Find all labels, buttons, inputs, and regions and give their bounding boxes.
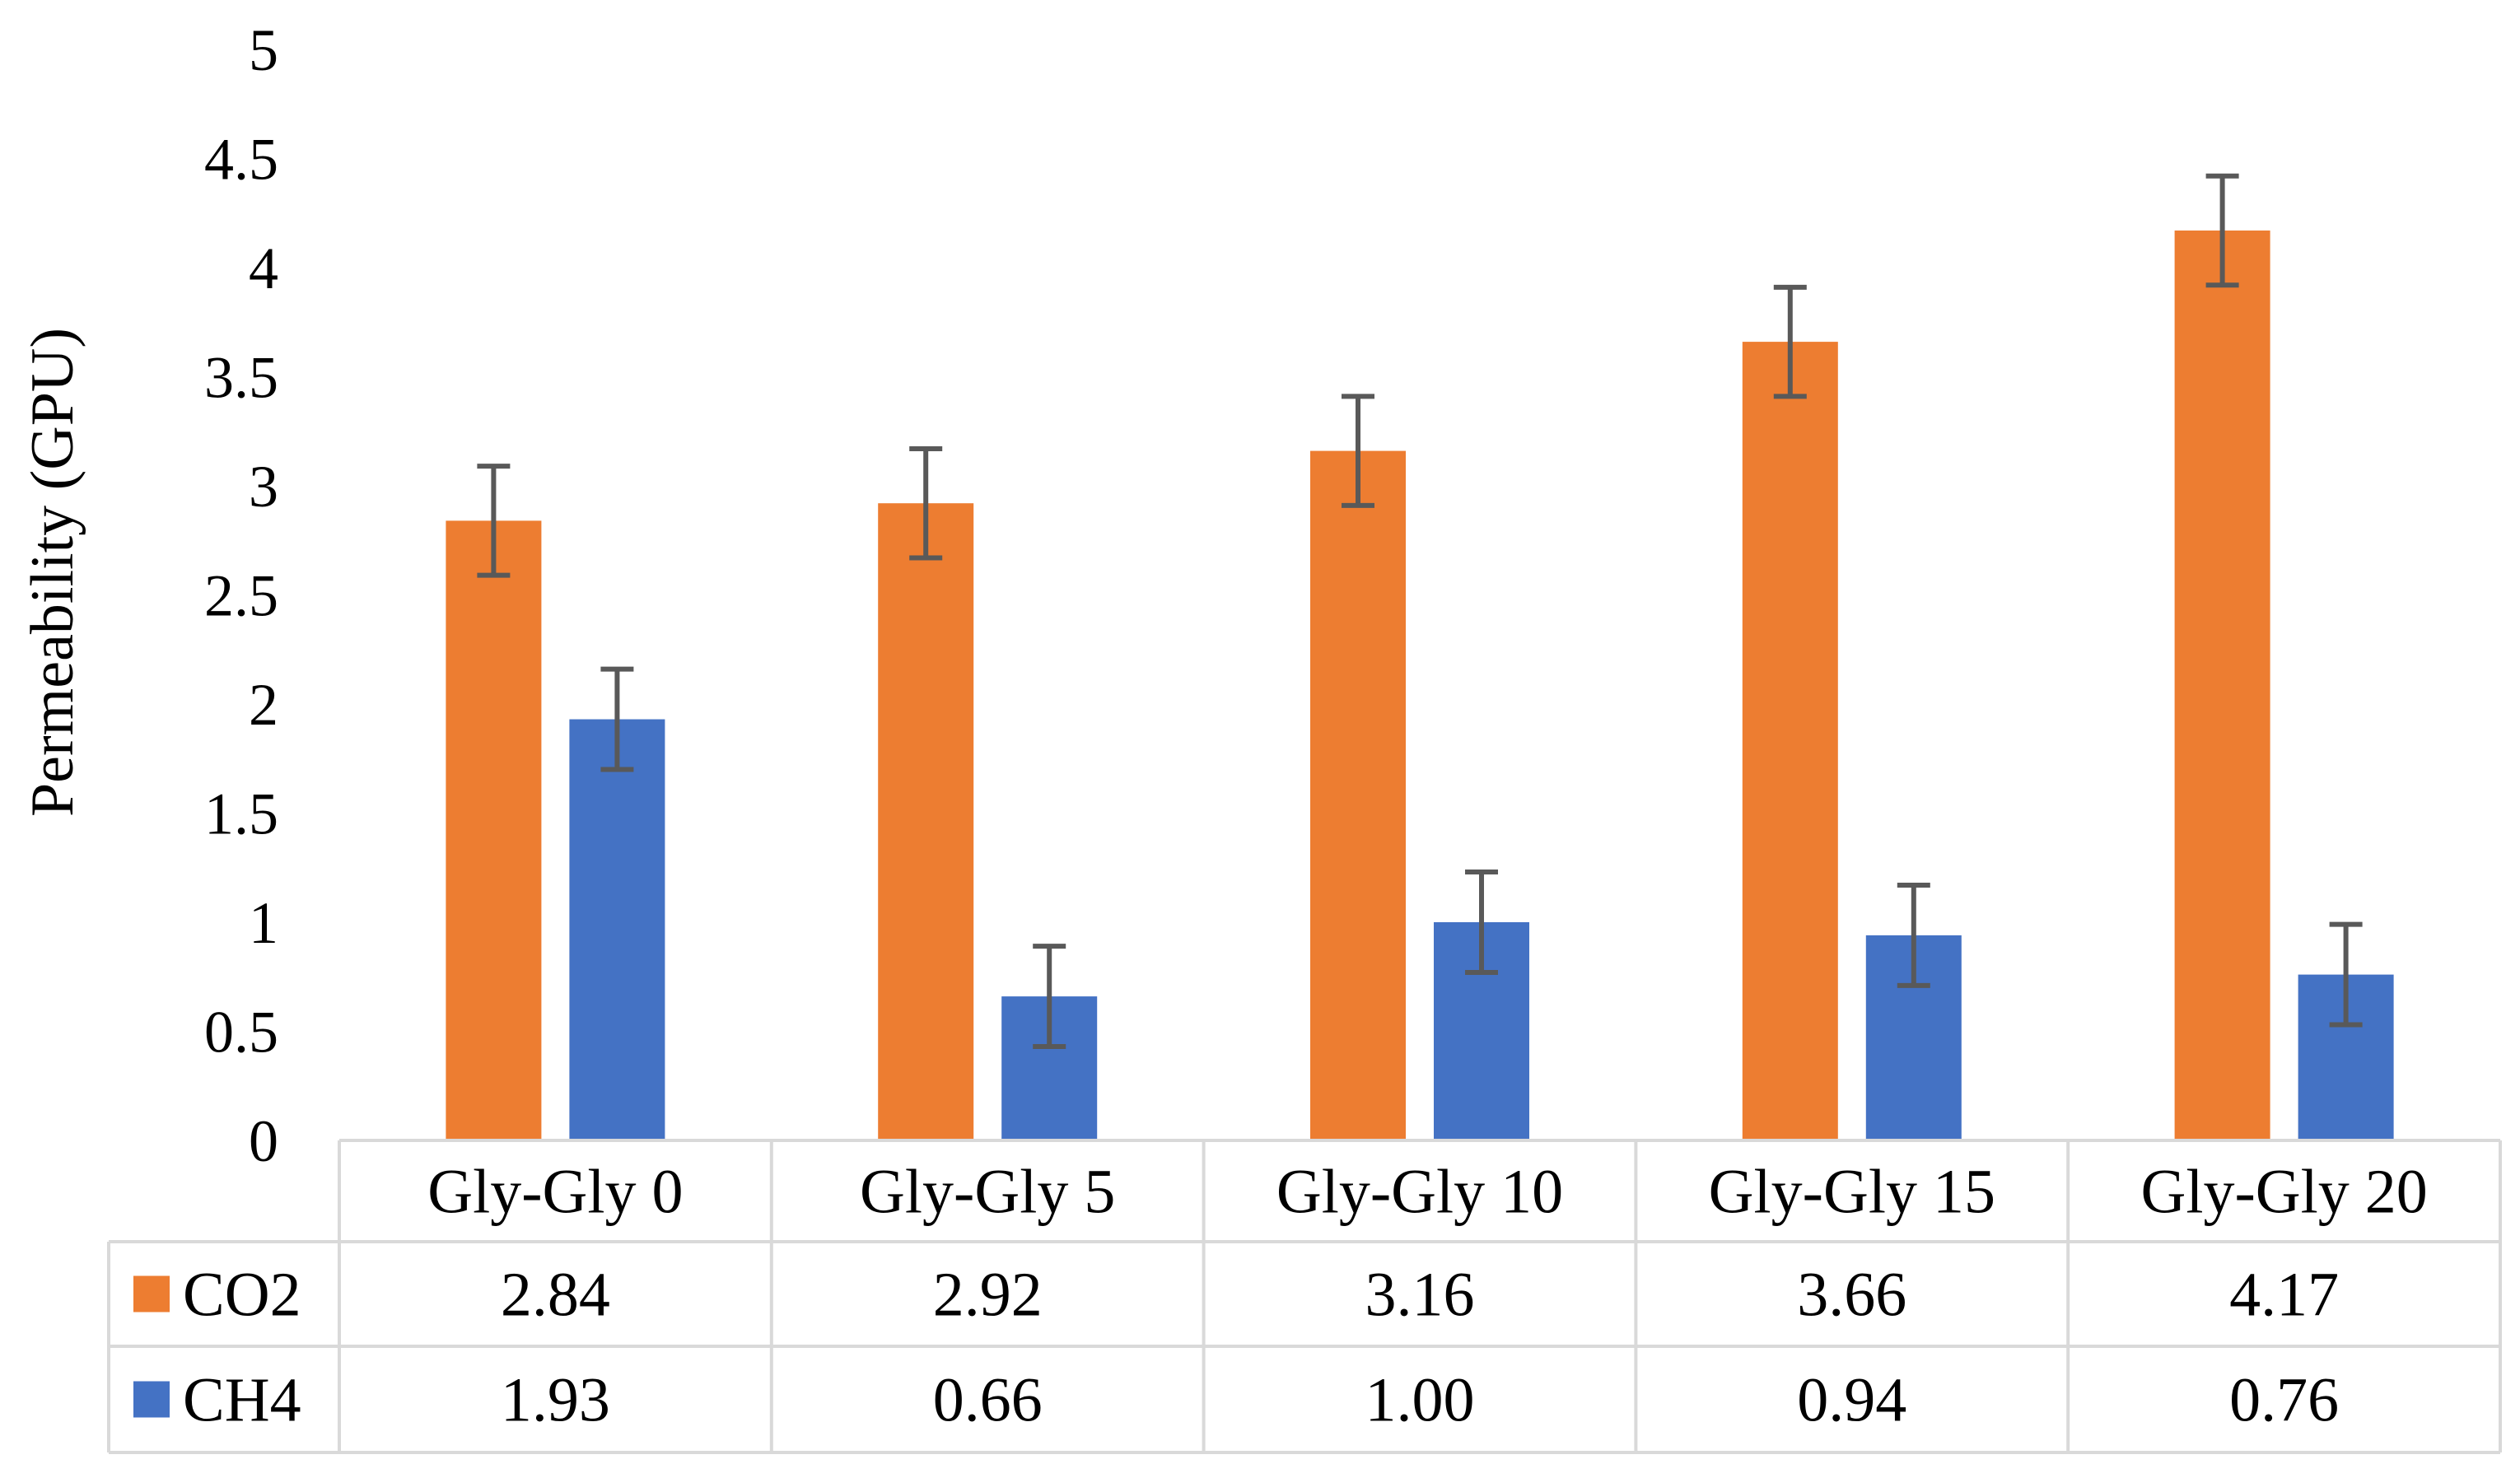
data-label: 2.92: [933, 1261, 1043, 1330]
x-tick-label: Gly-Gly 10: [1276, 1158, 1563, 1227]
bar-co2: [1742, 342, 1838, 1141]
bar-co2: [446, 520, 542, 1140]
y-tick-label: 3.5: [204, 345, 278, 411]
legend-label-co2: CO2: [183, 1261, 301, 1330]
x-tick-label: Gly-Gly 20: [2140, 1158, 2427, 1227]
legend-swatch-ch4: [133, 1381, 170, 1418]
data-table: Gly-Gly 0 Gly-Gly 5 Gly-Gly 10 Gly-Gly 15 Gl…: [133, 1158, 2428, 1435]
data-table-grid: [107, 1139, 2502, 1454]
data-label: 1.00: [1365, 1366, 1475, 1435]
bars: [446, 230, 2394, 1141]
y-tick-label: 2.5: [204, 563, 278, 629]
y-tick-label: 3: [249, 454, 278, 520]
legend-label-ch4: CH4: [183, 1366, 301, 1435]
y-tick-label: 0.5: [204, 1000, 278, 1065]
data-label: 1.93: [501, 1366, 610, 1435]
data-label: 3.16: [1365, 1261, 1475, 1330]
bar-ch4: [569, 719, 665, 1140]
data-label: 0.94: [1797, 1366, 1906, 1435]
y-tick-label: 1.5: [204, 781, 278, 847]
y-tick-label: 4: [249, 235, 278, 301]
error-bars: [477, 173, 2363, 1050]
data-label: 2.84: [501, 1261, 610, 1330]
bar-co2: [1310, 450, 1406, 1140]
y-axis-title: Permeability (GPU): [19, 328, 86, 817]
x-tick-label: Gly-Gly 15: [1709, 1158, 1995, 1227]
y-tick-label: 2: [249, 672, 278, 738]
data-label: 0.76: [2229, 1366, 2339, 1435]
y-tick-label: 0: [249, 1108, 278, 1174]
data-label: 0.66: [933, 1366, 1043, 1435]
data-label: 3.66: [1797, 1261, 1906, 1330]
bar-co2: [2174, 230, 2270, 1141]
y-tick-label: 5: [249, 17, 278, 83]
data-label: 4.17: [2229, 1261, 2339, 1330]
y-tick-label: 1: [249, 890, 278, 956]
bar-co2: [878, 503, 974, 1140]
x-tick-label: Gly-Gly 0: [427, 1158, 683, 1227]
y-tick-label: 4.5: [204, 127, 278, 193]
x-tick-label: Gly-Gly 5: [860, 1158, 1115, 1227]
legend-swatch-co2: [133, 1275, 170, 1312]
y-axis-ticks: 0 0.5 1 1.5 2 2.5 3 3.5 4 4.5 5: [204, 17, 278, 1174]
